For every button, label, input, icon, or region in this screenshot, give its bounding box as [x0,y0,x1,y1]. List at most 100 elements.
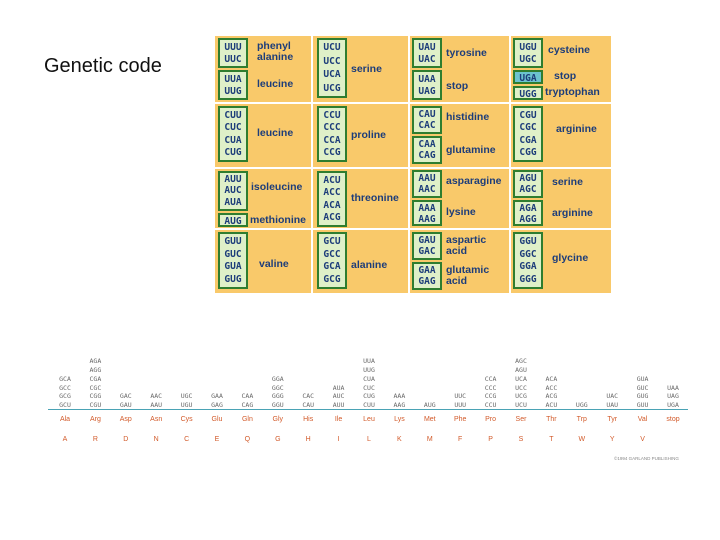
codon: GAG [418,276,436,287]
codon: UUC [454,392,467,401]
amino-acid-three-letter: Asp [119,416,132,423]
amino-acid-label: tyrosine [446,47,487,59]
amino-acid-label: valine [259,258,289,270]
amino-acid-one-letter: T [549,436,554,443]
codon: UCA [323,69,341,81]
codon-group: UGG [513,86,543,100]
amino-acid-three-letter: Trp [576,416,587,423]
codon: ACA [545,374,558,383]
codon: CCU [484,401,497,410]
amino-acid-label: isoleucine [251,181,303,193]
codon-group: AUU AUC AUA [218,171,248,211]
codon: GGG [519,274,537,286]
amino-acid-column: GCA GCC GCG GCU Ala A [52,340,78,456]
codon-list: AAA AAG [386,392,412,410]
codon: UGC [519,53,537,65]
amino-acid-label: serine [552,176,583,188]
codon: CGC [89,383,102,392]
amino-acid-one-letter: S [518,436,524,443]
codon: CAU [302,401,315,410]
amino-acid-one-letter: K [397,436,402,443]
row-divider [215,167,611,169]
amino-acid-column: GAC GAU Asp D [113,340,139,456]
amino-acid-three-letter: Gln [241,416,253,423]
copyright-notice: ©1994 GARLAND PUBLISHING [614,456,679,461]
amino-acid-one-letter: V [640,436,645,443]
amino-acid-column: CAA CAG Gln Q [234,340,260,456]
codon: UUU [224,41,242,53]
codon: UUA [363,357,375,366]
codon: UGU [519,41,537,53]
amino-acid-three-letter: His [303,416,314,423]
codon: AGA [519,203,537,214]
codon: GCG [59,392,71,401]
codon: GAA [211,392,223,401]
amino-acid-three-letter: Glu [211,416,223,423]
codon: AAG [418,214,436,225]
codon-list: GGA GGC GGG GGU [265,375,291,410]
codon: UAG [418,85,436,97]
codon-group: UUA UUG [218,70,248,100]
amino-acid-label: cysteine [548,44,591,56]
codon-list: UGG [569,401,595,410]
codon-group: GUU GUC GUA GUG [218,232,248,289]
amino-acid-label: histidine [446,111,490,123]
codon-group: UUU UUC [218,38,248,68]
codon-group: ACU ACC ACA ACG [317,171,347,227]
amino-acid-label: glycine [552,252,589,264]
codon: GAG [211,401,223,410]
codon: AGU [519,173,537,184]
codon: GUG [224,274,242,286]
amino-acid-three-letter: Lys [394,416,405,423]
codon: UGC [180,392,193,401]
amino-acid-one-letter: W [578,436,586,443]
codon: CUU [224,109,242,121]
codon: ACU [545,401,558,410]
codon-table: UUU UUC phenyl alanine UUA UUG leucine C… [215,36,611,293]
amino-acid-one-letter: D [123,436,129,443]
codon-list: GAC GAU [113,392,139,410]
amino-acid-label: arginine [556,123,597,135]
codon: CGG [519,147,537,159]
codon: AUU [224,174,242,186]
amino-acid-column: UUA UUG CUA CUC CUG CUU Leu L [356,340,382,456]
codon-group: CAU CAC [412,106,442,134]
codon-group: AAA AAG [412,200,442,226]
codon-list: CCA CCC CCG CCU [478,375,504,410]
codon-list: UAC UAU [599,392,625,410]
codon-list: CAA CAG [234,392,260,410]
codon: UAG [667,392,679,401]
codon-list: AAC AAU [143,392,169,410]
codon: ACC [545,383,558,392]
amino-acid-three-letter: Arg [89,416,101,423]
codon: UGG [575,401,588,410]
amino-acid-label: stop [554,70,577,82]
amino-acid-one-letter: F [458,436,463,443]
codon: AAC [150,392,163,401]
codon: UUG [224,85,242,97]
codon: AGC [519,184,537,195]
amino-acid-three-letter: Asn [150,416,163,423]
codon: CCA [323,134,341,146]
codon: AAA [418,203,436,214]
amino-acid-one-letter: A [62,436,68,443]
codon: GUA [636,374,649,383]
amino-acid-label: tryptophan [545,86,600,98]
codon: GGU [519,235,537,247]
codon-list: UUA UUG CUA CUC CUG CUU [356,357,382,410]
amino-acid-label: serine [351,63,382,75]
codon: GGA [519,261,537,273]
amino-acid-three-letter: Met [423,416,436,423]
codon: CGU [519,109,537,121]
amino-acid-codon-table: GCA GCC GCG GCU Ala A AGA AGG CGA CGC CGG CGU Arg R GA… [48,340,688,456]
codon: UGG [519,89,537,100]
codon-list: AUA AUC AUU [326,384,352,410]
amino-acid-three-letter: Phe [453,416,467,423]
codon-group: UCU UCC UCA UCG [317,38,347,98]
amino-acid-one-letter: I [337,436,340,443]
codon: GAC [418,246,436,257]
amino-acid-column: GGA GGC GGG GGU Gly G [265,340,291,456]
codon: CUA [224,134,242,146]
codon: CCG [323,147,341,159]
codon: UUA [224,73,242,85]
